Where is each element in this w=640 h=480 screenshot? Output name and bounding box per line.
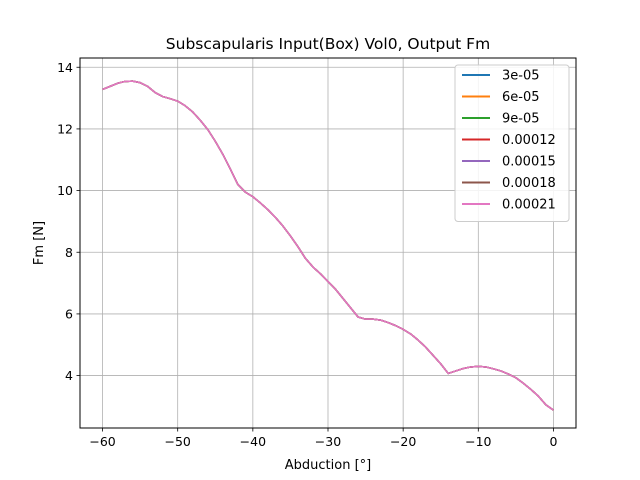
y-tick-label: 4 — [65, 368, 73, 383]
x-tick-label: −40 — [240, 434, 266, 449]
legend-label-6: 0.00021 — [502, 198, 556, 213]
y-tick-label: 12 — [57, 121, 73, 136]
x-tick-label: −50 — [165, 434, 191, 449]
x-tick-label: −60 — [89, 434, 115, 449]
y-axis-label: Fm [N] — [32, 221, 47, 265]
x-tick-label: 0 — [549, 434, 557, 449]
x-tick-label: −20 — [390, 434, 416, 449]
x-axis-label: Abduction [°] — [285, 458, 371, 473]
legend-label-2: 9e-05 — [502, 112, 540, 127]
legend-label-1: 6e-05 — [502, 90, 540, 105]
legend: 3e-05 6e-05 9e-05 0.00012 0.00015 0.00018 0.00… — [454, 64, 570, 222]
y-tick-label: 8 — [65, 245, 73, 260]
x-axis: −60 −50 −40 −30 −20 −10 0 — [89, 428, 557, 449]
legend-label-3: 0.00012 — [502, 133, 556, 148]
x-tick-label: −10 — [465, 434, 491, 449]
series-line-6 — [102, 80, 554, 411]
y-axis: 4 6 8 10 12 14 — [57, 60, 80, 383]
y-tick-label: 6 — [65, 306, 73, 321]
chart-title: Subscapularis Input(Box) Vol0, Output Fm — [166, 35, 490, 53]
series-lines — [102, 80, 554, 411]
legend-label-0: 3e-05 — [502, 69, 540, 84]
legend-label-4: 0.00015 — [502, 155, 556, 170]
y-tick-label: 10 — [57, 183, 73, 198]
y-tick-label: 14 — [57, 60, 73, 75]
legend-label-5: 0.00018 — [502, 176, 556, 191]
x-tick-label: −30 — [315, 434, 341, 449]
